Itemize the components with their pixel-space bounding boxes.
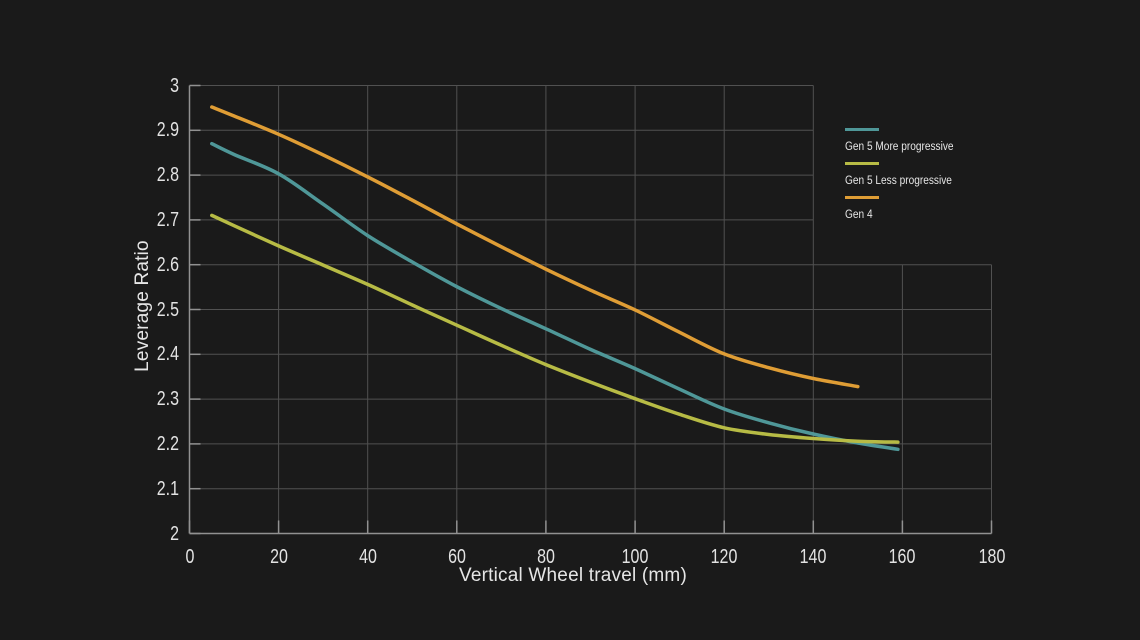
x-tick-label: 100 — [621, 546, 649, 568]
y-tick-label: 2 — [170, 522, 179, 545]
series-line-gen-4 — [210, 105, 860, 389]
y-tick-label: 2.3 — [156, 388, 179, 411]
x-tick-label: 60 — [447, 546, 466, 568]
y-tick-label: 2.9 — [156, 119, 179, 142]
legend-item-gen4[interactable]: Gen 4 — [845, 196, 968, 223]
series-line-gen-5-more-progressive — [210, 141, 900, 452]
y-tick-label: 2.4 — [156, 343, 179, 366]
y-tick-label: 2.6 — [156, 253, 179, 276]
y-tick-label: 2.2 — [156, 432, 179, 455]
x-tick-label: 120 — [710, 546, 738, 568]
legend-label-gen5-less-progressive: Gen 5 Less progressive — [845, 175, 952, 187]
x-tick-label: 20 — [269, 546, 288, 568]
y-tick-label: 2.5 — [156, 298, 179, 321]
chart-legend: Gen 5 More progressive Gen 5 Less progre… — [845, 128, 968, 230]
legend-swatch-gen5-more-progressive — [845, 128, 879, 131]
y-tick-label: 2.8 — [156, 164, 179, 187]
legend-item-gen5-more-progressive[interactable]: Gen 5 More progressive — [845, 128, 968, 155]
x-tick-label: 180 — [978, 546, 1005, 568]
legend-label-gen5-more-progressive: Gen 5 More progressive — [845, 141, 954, 153]
series-line-gen-5-less-progressive — [210, 213, 900, 444]
x-tick-label: 140 — [799, 546, 827, 568]
y-tick-label: 3 — [170, 74, 179, 97]
x-tick-label: 80 — [536, 546, 555, 568]
x-tick-label: 160 — [889, 546, 916, 568]
y-tick-label: 2.1 — [156, 477, 179, 500]
y-tick-label: 2.7 — [156, 208, 179, 231]
legend-swatch-gen4 — [845, 196, 879, 199]
x-tick-label: 0 — [185, 546, 194, 568]
x-tick-label: 40 — [358, 546, 377, 568]
legend-label-gen4: Gen 4 — [845, 209, 873, 221]
legend-swatch-gen5-less-progressive — [845, 162, 879, 165]
legend-item-gen5-less-progressive[interactable]: Gen 5 Less progressive — [845, 162, 968, 189]
x-axis-title: Vertical Wheel travel (mm) — [459, 565, 687, 586]
y-axis-title: Leverage Ratio — [132, 240, 153, 372]
